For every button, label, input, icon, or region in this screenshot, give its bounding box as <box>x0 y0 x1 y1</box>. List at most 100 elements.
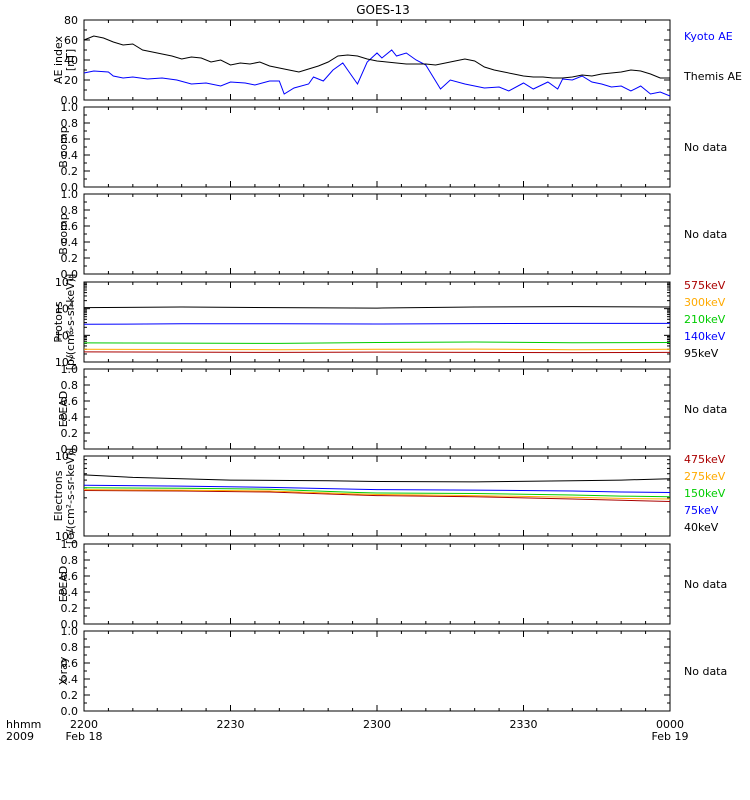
x-tick-label: 2200 <box>70 718 98 731</box>
series-line-95kev <box>83 306 671 309</box>
series-line-75kev <box>83 484 671 493</box>
y-axis-label: EPEAD <box>57 566 70 603</box>
y-tick-label: 0.4 <box>61 236 79 249</box>
y-tick-label: 0.8 <box>61 379 79 392</box>
panel-epead2: 0.0 0.2 0.4 0.6 0.8 1.0 EPEAD No data <box>57 538 727 631</box>
panel-frame <box>83 19 671 101</box>
y-tick-label: 0.2 <box>61 427 79 440</box>
panel-epead1: 0.0 0.2 0.4 0.6 0.8 1.0 EPEAD No data <box>57 363 727 456</box>
y-tick-label: 80 <box>64 14 78 27</box>
legend-entry: 40keV <box>684 521 719 534</box>
y-tick-label: 0.0 <box>61 705 79 718</box>
legend-entry: 275keV <box>684 470 726 483</box>
series-line-210kev <box>83 341 671 344</box>
series-line-40kev <box>83 474 671 483</box>
y-tick-label: 0.6 <box>61 657 79 670</box>
legend-entry: 95keV <box>684 347 719 360</box>
legend-entry: 140keV <box>684 330 726 343</box>
x-tick-label: 0000 <box>656 718 684 731</box>
y-tick-label: 1.0 <box>61 363 79 376</box>
y-tick-label: 0.2 <box>61 165 79 178</box>
y-tick-label: 0.6 <box>61 570 79 583</box>
x-date-label: Feb 19 <box>652 730 689 743</box>
x-tick-label: 2330 <box>510 718 538 731</box>
y-tick-label: 0.2 <box>61 602 79 615</box>
series-line-kyoto-ae <box>83 49 671 97</box>
y-tick-label: 60 <box>64 34 78 47</box>
series-line-475kev <box>83 490 671 502</box>
series-line-150kev <box>83 487 671 498</box>
panel-ae: 0.0 20 40 60 80 AE index [nT] Kyoto AE Themis AE <box>52 14 742 107</box>
no-data-label: No data <box>684 141 727 154</box>
x-date-label: Feb 18 <box>66 730 103 743</box>
panel-xray: 0.0 0.2 0.4 0.6 0.8 1.0 X-ray No data <box>57 625 727 718</box>
y-axis-label: X-ray <box>57 656 70 685</box>
y-tick-label: 40 <box>64 54 78 67</box>
y-tick-label: 0.2 <box>61 689 79 702</box>
y-tick-label: 0.0 <box>61 268 79 281</box>
y-tick-label: 0.6 <box>61 133 79 146</box>
series-line-300kev <box>83 348 671 351</box>
x-row-label-hhmm: hhmm <box>6 718 41 731</box>
legend-entry: 150keV <box>684 487 726 500</box>
y-tick-label: 0.6 <box>61 220 79 233</box>
y-tick-label: 0.8 <box>61 204 79 217</box>
y-axis-label: Protons <box>52 301 65 342</box>
legend-entry: 75keV <box>684 504 719 517</box>
panel-bcomp1: 0.0 0.2 0.4 0.6 0.8 1.0 B comp No data <box>57 101 727 194</box>
y-axis-label: AE index <box>52 35 65 84</box>
y-tick-label: 0.4 <box>61 149 79 162</box>
legend-entry: Themis AE <box>683 70 742 83</box>
legend-entry: 475keV <box>684 453 726 466</box>
series-line-140kev <box>83 322 670 325</box>
panel-frame <box>83 543 671 625</box>
panel-frame <box>83 630 671 712</box>
y-axis-label: Electrons <box>52 470 65 521</box>
no-data-label: No data <box>684 403 727 416</box>
series-line-themis-ae <box>83 35 670 79</box>
no-data-label: No data <box>684 578 727 591</box>
y-axis-label: EPEAD <box>57 391 70 428</box>
y-tick-label: 0.8 <box>61 117 79 130</box>
y-tick-label: 1.0 <box>61 538 79 551</box>
y-tick-label: 0.2 <box>61 252 79 265</box>
y-axis-unit: [e/(cm²-s-sr-keV)] <box>64 448 77 544</box>
panel-stack: 0.0 20 40 60 80 AE index [nT] Kyoto AE Themis AE… <box>52 14 742 718</box>
x-row-label-year: 2009 <box>6 730 34 743</box>
no-data-label: No data <box>684 228 727 241</box>
y-tick-label: 0.4 <box>61 586 79 599</box>
y-tick-label: 20 <box>64 74 78 87</box>
y-tick-label: 0.4 <box>61 411 79 424</box>
x-tick-label: 2300 <box>363 718 391 731</box>
y-tick-label: 0.8 <box>61 641 79 654</box>
series-line-575kev <box>83 351 671 354</box>
y-tick-label: 1.0 <box>61 625 79 638</box>
y-tick-label: 0.0 <box>61 443 79 456</box>
y-axis-label: B comp <box>57 213 70 255</box>
series-line-275kev <box>83 489 671 500</box>
panel-frame <box>83 368 671 450</box>
y-axis-unit: [p/(cm²-s-sr-keV)] <box>64 274 77 371</box>
panel-frame <box>83 193 671 275</box>
figure-title: GOES-13 <box>356 3 410 17</box>
y-tick-label: 0.0 <box>61 181 79 194</box>
y-axis-unit: [nT] <box>64 49 77 71</box>
no-data-label: No data <box>684 665 727 678</box>
y-tick-label: 1.0 <box>61 188 79 201</box>
x-tick-label: 2230 <box>217 718 245 731</box>
y-tick-label: 1.0 <box>61 101 79 114</box>
y-tick-label: 0.6 <box>61 395 79 408</box>
y-axis-label: B comp <box>57 126 70 168</box>
panel-bcomp2: 0.0 0.2 0.4 0.6 0.8 1.0 B comp No data <box>57 188 727 281</box>
y-tick-label: 0.0 <box>61 618 79 631</box>
y-tick-label: 0.0 <box>61 94 79 107</box>
legend-entry: 575keV <box>684 279 726 292</box>
legend-entry: Kyoto AE <box>684 30 733 43</box>
y-tick-label: 0.4 <box>61 673 79 686</box>
legend-entry: 300keV <box>684 296 726 309</box>
panel-frame <box>83 106 671 188</box>
